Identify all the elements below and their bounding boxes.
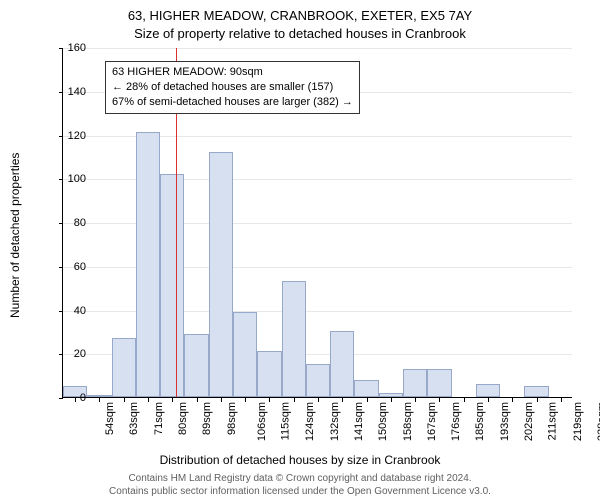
histogram-bar — [209, 152, 233, 397]
y-axis-label-text: Number of detached properties — [8, 153, 22, 318]
xtick-label: 63sqm — [128, 402, 140, 435]
xtick-label: 228sqm — [596, 402, 600, 441]
xtick-mark — [245, 398, 246, 402]
annotation-line2: ← 28% of detached houses are smaller (15… — [112, 80, 353, 95]
footer-line1: Contains HM Land Registry data © Crown c… — [0, 472, 600, 485]
xtick-label: 124sqm — [305, 402, 317, 441]
footer-line2: Contains public sector information licen… — [0, 485, 600, 498]
xtick-label: 106sqm — [256, 402, 268, 441]
xtick-mark — [318, 398, 319, 402]
xtick-mark — [342, 398, 343, 402]
x-axis-label: Distribution of detached houses by size … — [0, 453, 600, 467]
xtick-label: 80sqm — [177, 402, 189, 435]
xtick-mark — [294, 398, 295, 402]
histogram-bar — [112, 338, 136, 397]
xtick-label: 202sqm — [523, 402, 535, 441]
histogram-bar — [403, 369, 427, 397]
xtick-mark — [415, 398, 416, 402]
xtick-label: 141sqm — [353, 402, 365, 441]
xtick-label: 193sqm — [499, 402, 511, 441]
ytick-label: 160 — [46, 42, 86, 54]
xtick-label: 132sqm — [329, 402, 341, 441]
histogram-bar — [257, 351, 281, 397]
xtick-mark — [561, 398, 562, 402]
xtick-mark — [391, 398, 392, 402]
histogram-bar — [136, 132, 160, 397]
histogram-bar — [306, 364, 330, 397]
xtick-label: 115sqm — [279, 402, 291, 440]
xtick-label: 167sqm — [426, 402, 438, 441]
histogram-bar — [524, 386, 548, 397]
footer-attribution: Contains HM Land Registry data © Crown c… — [0, 472, 600, 498]
xtick-label: 89sqm — [201, 402, 213, 435]
histogram-bar — [233, 312, 257, 397]
xtick-label: 150sqm — [377, 402, 389, 441]
xtick-label: 158sqm — [402, 402, 414, 441]
xtick-mark — [269, 398, 270, 402]
chart-title-address: 63, HIGHER MEADOW, CRANBROOK, EXETER, EX… — [0, 8, 600, 23]
xtick-mark — [148, 398, 149, 402]
annotation-line1: 63 HIGHER MEADOW: 90sqm — [112, 65, 353, 80]
xtick-mark — [172, 398, 173, 402]
histogram-bar — [87, 395, 111, 397]
histogram-bar — [160, 174, 184, 397]
ytick-label: 100 — [46, 173, 86, 185]
annotation-box: 63 HIGHER MEADOW: 90sqm← 28% of detached… — [105, 61, 360, 114]
ytick-label: 0 — [46, 392, 86, 404]
histogram-bar — [427, 369, 451, 397]
xtick-mark — [367, 398, 368, 402]
xtick-label: 219sqm — [572, 402, 584, 441]
ytick-label: 20 — [46, 348, 86, 360]
xtick-mark — [439, 398, 440, 402]
ytick-label: 120 — [46, 130, 86, 142]
ytick-label: 40 — [46, 305, 86, 317]
chart-title-desc: Size of property relative to detached ho… — [0, 26, 600, 41]
histogram-bar — [476, 384, 500, 397]
xtick-mark — [464, 398, 465, 402]
ytick-label: 140 — [46, 86, 86, 98]
plot-area: 63 HIGHER MEADOW: 90sqm← 28% of detached… — [62, 48, 572, 398]
histogram-bar — [354, 380, 378, 398]
xtick-mark — [221, 398, 222, 402]
ytick-label: 80 — [46, 217, 86, 229]
gridline — [63, 48, 572, 49]
xtick-mark — [124, 398, 125, 402]
xtick-label: 176sqm — [450, 402, 462, 441]
xtick-mark — [512, 398, 513, 402]
ytick-label: 60 — [46, 261, 86, 273]
xtick-label: 98sqm — [226, 402, 238, 435]
xtick-label: 54sqm — [104, 402, 116, 435]
chart-container: 63, HIGHER MEADOW, CRANBROOK, EXETER, EX… — [0, 0, 600, 500]
xtick-label: 211sqm — [547, 402, 559, 440]
histogram-bar — [184, 334, 208, 397]
xtick-mark — [488, 398, 489, 402]
xtick-mark — [197, 398, 198, 402]
xtick-mark — [99, 398, 100, 402]
xtick-mark — [537, 398, 538, 402]
xtick-label: 71sqm — [153, 402, 165, 435]
histogram-bar — [330, 331, 354, 397]
histogram-bar — [379, 393, 403, 397]
xtick-label: 185sqm — [475, 402, 487, 441]
y-axis-label: Number of detached properties — [8, 153, 22, 318]
annotation-line3: 67% of semi-detached houses are larger (… — [112, 95, 353, 110]
histogram-bar — [282, 281, 306, 397]
